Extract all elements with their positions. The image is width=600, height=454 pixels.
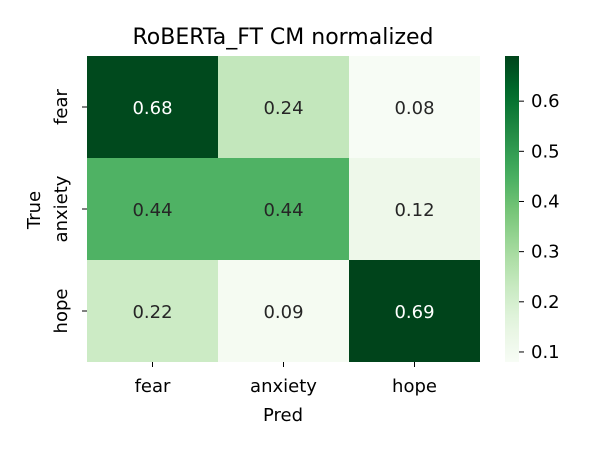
cell-value-label: 0.12 (394, 200, 434, 221)
heatmap-cells: 0.68 0.24 0.08 0.44 0.44 0.12 0.22 0.09 0.69 (87, 56, 480, 362)
heatmap-cell (349, 56, 480, 158)
heatmap-cell (87, 56, 218, 158)
cell-value-label: 0.08 (394, 98, 434, 119)
colorbar-tick-label: 0.3 (531, 242, 560, 263)
heatmap-cell (349, 158, 480, 260)
colorbar-gradient (505, 56, 519, 362)
heatmap-cell (218, 56, 349, 158)
x-axis-label: Pred (263, 405, 303, 426)
heatmap-cell (87, 158, 218, 260)
cell-value-label: 0.09 (263, 302, 303, 323)
cell-value-label: 0.68 (132, 98, 172, 119)
y-tick-label: anxiety (51, 175, 72, 242)
x-axis-ticks: fear anxiety hope (135, 362, 437, 397)
colorbar-tick-label: 0.6 (531, 91, 560, 112)
colorbar-tick-label: 0.5 (531, 141, 560, 162)
colorbar-tick-label: 0.2 (531, 292, 560, 313)
y-tick-label: fear (51, 88, 72, 124)
cell-value-label: 0.22 (132, 302, 172, 323)
colorbar-tick-label: 0.1 (531, 342, 560, 363)
cell-value-label: 0.44 (263, 200, 303, 221)
x-tick-label: fear (135, 376, 171, 397)
heatmap-cell (218, 158, 349, 260)
x-tick-label: hope (392, 376, 437, 397)
x-tick-label: anxiety (250, 376, 317, 397)
cell-value-label: 0.69 (394, 302, 434, 323)
cell-value-label: 0.44 (132, 200, 172, 221)
heatmap-cell (87, 260, 218, 362)
y-tick-label: hope (51, 289, 72, 334)
colorbar: 0.1 0.2 0.3 0.4 0.5 0.6 (505, 56, 560, 363)
heatmap-cell (349, 260, 480, 362)
heatmap-cell (218, 260, 349, 362)
y-axis-label: True (24, 191, 45, 230)
cell-value-label: 0.24 (263, 98, 303, 119)
chart-title: RoBERTa_FT CM normalized (133, 25, 434, 50)
y-axis-ticks: fear anxiety hope (51, 88, 87, 333)
colorbar-tick-label: 0.4 (531, 191, 560, 212)
